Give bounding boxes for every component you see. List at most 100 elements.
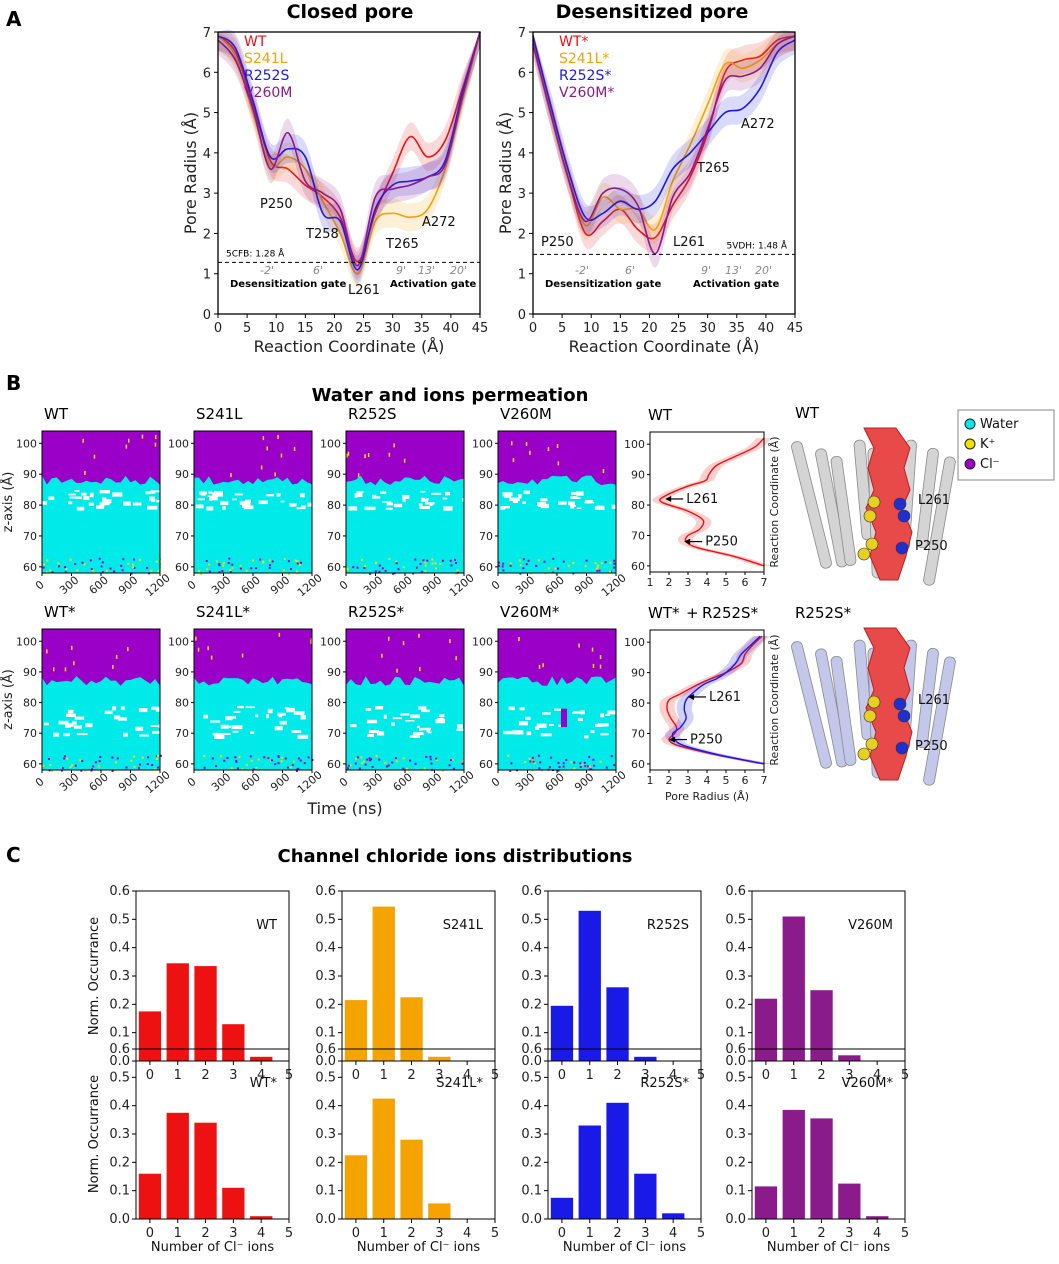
- ion-dot: [234, 756, 237, 759]
- y-tick-label: 7: [203, 26, 211, 41]
- bar-S241L-1: [372, 906, 395, 1061]
- vacancy-patch: [419, 506, 431, 509]
- vacancy-patch: [523, 490, 531, 495]
- ion-dot: [455, 572, 458, 575]
- potassium-dot: [396, 668, 398, 673]
- vacancy-patch: [293, 711, 305, 715]
- vacancy-patch: [549, 724, 554, 726]
- y-tick-label: 0.0: [315, 1212, 336, 1227]
- x-tick-label: 1200: [295, 571, 325, 599]
- y-tick-label: 0.0: [109, 1054, 130, 1069]
- y-tick-label: 90: [327, 468, 341, 481]
- y-tick-label: 80: [327, 499, 341, 512]
- x-tick-label: 10: [268, 321, 285, 336]
- vacancy-patch: [147, 505, 158, 510]
- ion-dot: [283, 558, 286, 560]
- ion-dot: [239, 567, 242, 570]
- x-tick-label: 4: [873, 1226, 881, 1241]
- ion-dot: [355, 757, 358, 760]
- ion-dot: [502, 562, 505, 565]
- vacancy-patch: [366, 719, 378, 724]
- vacancy-patch: [508, 706, 515, 711]
- section-title-c: Channel chloride ions distributions: [278, 846, 633, 867]
- residue-sphere: [897, 709, 911, 723]
- x-tick-label: 1200: [295, 768, 325, 796]
- vacancy-patch: [214, 734, 225, 739]
- legend-entry-R252S*: R252S*: [559, 68, 611, 84]
- vacancy-patch: [83, 495, 90, 500]
- ion-dot: [157, 754, 159, 757]
- x-tick-label: 0: [558, 1226, 566, 1241]
- y-tick-label: 100: [16, 437, 37, 450]
- ion-dot: [378, 758, 381, 761]
- reference-line-label: 5CFB: 1.28 Å: [226, 247, 285, 259]
- vacancy-patch: [421, 727, 431, 731]
- vacancy-patch: [594, 506, 605, 510]
- ion-dot: [267, 757, 270, 759]
- ion-dot: [125, 766, 128, 769]
- x-tick-label: 6: [742, 774, 749, 787]
- vacancy-patch: [386, 502, 393, 506]
- bar-V260M-2: [810, 990, 833, 1061]
- potassium-dot: [538, 664, 541, 669]
- ion-dot: [200, 573, 203, 575]
- vacancy-patch: [615, 728, 620, 733]
- y-tick-label: 60: [631, 560, 645, 573]
- vacancy-patch: [570, 505, 575, 509]
- vacancy-patch: [435, 719, 445, 724]
- vacancy-patch: [367, 733, 374, 737]
- y-tick-label: 90: [479, 468, 493, 481]
- vacancy-patch: [299, 493, 305, 498]
- ion-dot: [249, 755, 252, 758]
- x-tick-label: 1: [586, 1226, 594, 1241]
- ion-dot: [562, 765, 565, 768]
- ion-dot: [395, 760, 398, 763]
- residue-sphere: [857, 747, 871, 761]
- y-tick-label: 0.0: [521, 1212, 542, 1227]
- ion-dot: [245, 763, 248, 766]
- arrow-head: [669, 736, 675, 743]
- y-tick-label: 70: [479, 530, 493, 543]
- ion-dot: [155, 560, 158, 563]
- ion-dot: [434, 562, 437, 565]
- ion-dot: [284, 757, 287, 760]
- ion-dot: [294, 559, 297, 562]
- y-tick-label: 0.4: [315, 941, 336, 956]
- vacancy-patch: [221, 733, 231, 735]
- potassium-dot: [418, 633, 420, 638]
- ion-dot: [241, 768, 244, 771]
- vacancy-patch: [90, 492, 94, 498]
- ion-dot: [157, 570, 159, 573]
- potassium-dot: [115, 654, 118, 659]
- y-tick-label: 80: [479, 697, 493, 710]
- ion-dot: [63, 755, 66, 758]
- vacancy-patch: [104, 710, 113, 715]
- potassium-dot: [71, 645, 73, 650]
- ion-dot: [395, 560, 398, 563]
- ion-dot: [366, 758, 369, 761]
- y-tick-label: 0.2: [725, 1155, 746, 1170]
- x-tick-label: 3: [845, 1226, 853, 1241]
- legend-marker: [964, 418, 976, 430]
- x-tick-label: 0: [214, 321, 222, 336]
- x-tick-label: 2: [407, 1226, 415, 1241]
- vacancy-patch: [385, 507, 393, 510]
- vacancy-patch: [600, 733, 609, 736]
- ion-dot: [420, 570, 423, 573]
- residue-sphere: [867, 495, 881, 509]
- helix: [923, 456, 956, 586]
- vacancy-patch: [585, 501, 591, 504]
- ion-dot: [450, 564, 453, 567]
- ion-dot: [352, 566, 355, 569]
- helix: [830, 455, 857, 566]
- y-tick-label: 1: [518, 268, 526, 283]
- vacancy-patch: [237, 706, 244, 709]
- vacancy-patch: [222, 506, 226, 510]
- ion-dot: [211, 757, 214, 760]
- potassium-dot: [127, 647, 129, 652]
- vacancy-patch: [420, 490, 426, 493]
- x-tick-label: 2: [407, 1068, 415, 1083]
- ion-dot: [295, 770, 298, 772]
- ring-position-label: 13': [418, 264, 435, 277]
